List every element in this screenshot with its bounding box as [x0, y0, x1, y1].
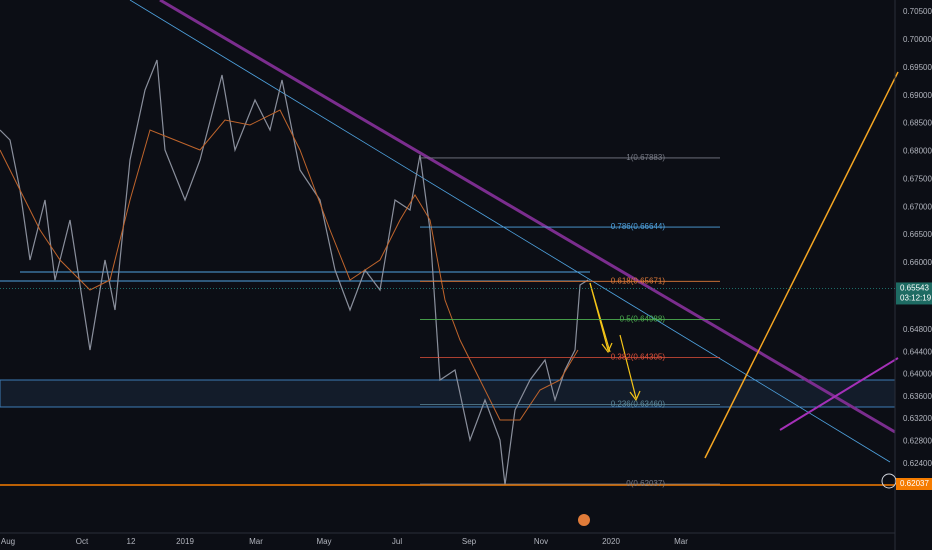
time-label: 12 — [127, 537, 136, 546]
price-tick-label: 0.70500 — [903, 7, 932, 16]
fib-label: 0(0.62037) — [626, 479, 665, 488]
fib-label: 0.382(0.64305) — [611, 353, 666, 362]
trend-line — [159, 0, 896, 434]
price-tick-label: 0.69000 — [903, 91, 932, 100]
time-label: Oct — [76, 537, 89, 546]
price-tick-label: 0.67000 — [903, 202, 932, 211]
trend-line — [779, 357, 899, 431]
price-tick-label: 0.66500 — [903, 230, 932, 239]
fib-label: 0.786(0.66644) — [611, 222, 666, 231]
time-label: Jul — [392, 537, 402, 546]
price — [0, 59, 589, 486]
price-tick-label: 0.63200 — [903, 414, 932, 423]
price-tick-label: 0.64800 — [903, 325, 932, 334]
price-tick-label: 0.63600 — [903, 392, 932, 401]
price-tick-label: 0.64000 — [903, 370, 932, 379]
event-icon[interactable] — [578, 514, 590, 526]
current-price-tag — [896, 282, 932, 305]
price-tick-label: 0.62400 — [903, 459, 932, 468]
arrow — [589, 282, 641, 402]
countdown: 03:12:19 — [900, 294, 932, 303]
price-tick-label: 0.62800 — [903, 437, 932, 446]
fib-label: 0.618(0.65671) — [611, 276, 666, 285]
time-label: Sep — [462, 537, 477, 546]
time-label: Nov — [534, 537, 548, 546]
low-price-tag — [896, 478, 932, 490]
trend-line — [129, 0, 891, 463]
price-tick-label: 0.67500 — [903, 174, 932, 183]
time-label: May — [316, 537, 331, 546]
time-label: Mar — [674, 537, 688, 546]
price-tick-label: 0.70000 — [903, 35, 932, 44]
fib-label: 1(0.67883) — [626, 153, 665, 162]
projection-line — [704, 71, 899, 459]
time-label: Aug — [1, 537, 15, 546]
price-tick-label: 0.66000 — [903, 258, 932, 267]
fib-label: 0.5(0.64988) — [620, 315, 666, 324]
time-label: 2019 — [176, 537, 194, 546]
price-tick-label: 0.68500 — [903, 119, 932, 128]
zone — [0, 379, 896, 408]
price-tick-label: 0.68000 — [903, 147, 932, 156]
low-price-label: 0.62037 — [900, 479, 929, 488]
time-label: 2020 — [602, 537, 620, 546]
current-price-label: 0.65543 — [900, 284, 929, 293]
moving-average — [0, 109, 579, 421]
price-tick-label: 0.69500 — [903, 63, 932, 72]
fib-label: 0.236(0.63460) — [611, 400, 666, 409]
time-label: Mar — [249, 537, 263, 546]
price-tick-label: 0.64400 — [903, 347, 932, 356]
